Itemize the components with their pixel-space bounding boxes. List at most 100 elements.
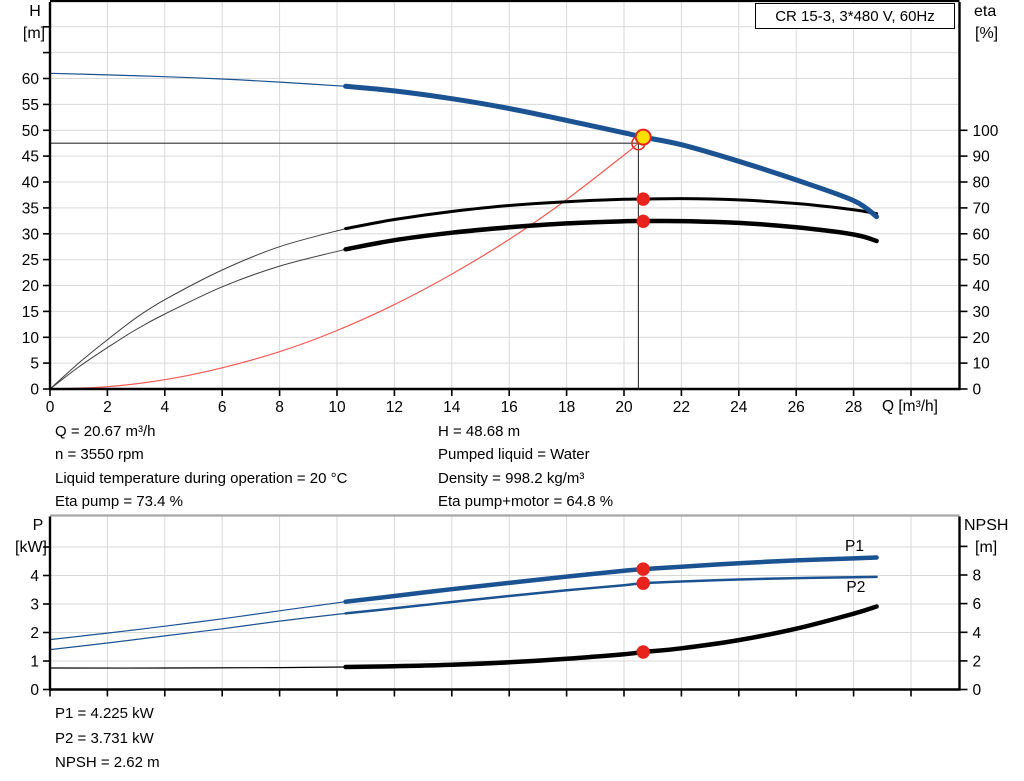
eta-pump-motor-thin-curve [49,248,347,390]
pump-type-text: CR 15-3, 3*480 V, 60Hz [775,7,935,25]
y-right-tick-label: 30 [973,304,991,321]
y-left-tick-label: 30 [22,226,40,243]
p1-thin-curve [49,601,347,641]
pump-type-box: CR 15-3, 3*480 V, 60Hz [755,3,955,29]
info-line-p2: P2 = 3.731 kW [55,729,154,747]
y-right-tick-label: 0 [973,382,982,399]
info-line-npsh: NPSH = 2.62 m [55,754,160,772]
info-line-h: H = 48.68 m [438,423,521,440]
y-left-tick-label: 60 [22,71,40,88]
info-line-eta-pump-motor: Eta pump+motor = 64.8 % [438,493,614,511]
duty-info-left-column: Q = 20.67 m³/h n = 3550 rpm Liquid tempe… [55,420,347,514]
y-left-tick-label: 25 [22,252,39,269]
x-tick-label: 2 [103,399,112,416]
x-tick-label: 14 [443,399,461,416]
x-tick-label: 28 [845,399,862,416]
eta-pump-motor-thick-curve [343,218,879,252]
x-tick-label: 8 [275,399,284,416]
hq-chart-duty-crosshair [50,141,646,389]
p2-thick-curve [344,575,878,615]
y-left-tick-label: 0 [30,682,39,699]
head-curve-thin-curve [49,72,347,87]
info-line-pumped-liquid: Pumped liquid = Water [438,446,590,464]
x-tick-label: 20 [615,399,633,416]
head-curve-thick-curve [343,83,880,220]
power-chart-tick-labels: 0 1 2 3 4 0 2 4 6 8 [30,568,981,700]
info-line-liquid-temp: Liquid temperature during operation = 20… [55,469,348,487]
power-chart-grid [50,516,960,690]
eta-pump-thin-curve [49,228,347,390]
info-line-eta-pump: Eta pump = 73.4 % [55,493,183,511]
y-left-tick-label: 10 [22,330,40,347]
x-tick-label: 18 [558,399,575,416]
x-tick-label: 10 [328,399,346,416]
y-right-tick-label: 0 [973,682,982,699]
info-line-q: Q = 20.67 m³/h [55,423,156,440]
hq-chart-tick-labels: 0 2 4 6 8 10 12 14 16 18 20 22 24 26 28051015202530354… [22,71,999,416]
y-right-tick-label: 8 [973,568,982,585]
y-left-tick-label: 50 [22,123,40,140]
y-left-tick-label: 40 [22,175,40,192]
y-right-tick-label: 6 [973,596,982,613]
system-curve-curve [49,142,639,390]
h-axis-label: H [29,3,41,20]
y-right-tick-label: 4 [973,625,982,642]
y-left-tick-label: 2 [30,625,39,642]
p1-thick-curve [343,555,879,604]
p-axis-unit-label: [kW] [15,539,47,556]
x-tick-label: 0 [46,399,55,416]
curve-label-p1: P1 [845,538,864,555]
info-line-speed: n = 3550 rpm [55,446,144,464]
eta-pump-thick-curve [344,197,879,231]
eta-axis-unit-label: [%] [975,25,999,42]
info-line-p1: P1 = 4.225 kW [55,705,154,722]
curve-label-p2: P2 [846,579,865,596]
npsh-thin-curve [49,666,347,669]
hq-chart-grid [50,2,960,389]
y-left-tick-label: 45 [22,149,39,166]
p2-thin-curve [49,612,347,651]
x-tick-label: 24 [730,399,748,416]
hq-chart-ticks [43,25,968,396]
y-right-tick-label: 50 [973,252,991,269]
hq-chart-axes [48,0,961,391]
power-info-column: P1 = 4.225 kW P2 = 3.731 kW NPSH = 2.62 … [55,702,160,776]
y-right-tick-label: 100 [973,123,999,140]
y-right-tick-label: 20 [973,330,991,347]
p1-duty-dot [636,562,650,576]
npsh-axis-unit-label: [m] [975,539,998,556]
q-axis-label: Q [m³/h] [882,398,938,415]
x-tick-label: 4 [160,399,169,416]
x-tick-label: 6 [218,399,227,416]
y-left-tick-label: 3 [30,597,39,614]
p2-duty-dot [636,576,650,590]
y-right-tick-label: 2 [973,653,982,670]
y-left-tick-label: 4 [30,568,39,585]
x-tick-label: 12 [386,399,403,416]
eta-pump-motor-duty-dot [636,214,650,228]
npsh-duty-dot [636,645,650,659]
x-tick-label: 16 [501,399,518,416]
x-tick-label: 22 [673,399,690,416]
eta-pump-duty-dot [636,192,650,206]
y-left-tick-label: 55 [22,97,39,114]
info-line-density: Density = 998.2 kg/m³ [438,469,585,487]
y-right-tick-label: 80 [973,175,991,192]
y-left-tick-label: 1 [30,654,39,671]
eta-axis-label: eta [974,3,997,20]
x-tick-label: 26 [788,399,805,416]
h-axis-unit-label: [m] [22,25,46,42]
y-left-tick-label: 5 [30,356,39,373]
y-left-tick-label: 35 [22,200,39,217]
y-left-tick-label: 0 [30,382,39,399]
npsh-thick-curve [343,604,879,670]
y-right-tick-label: 60 [973,226,991,243]
duty-info-right-column: H = 48.68 m Pumped liquid = Water Densit… [438,420,613,514]
duty-point[interactable] [634,128,652,146]
npsh-axis-label: NPSH [964,517,1009,534]
y-right-tick-label: 10 [973,356,991,373]
y-left-tick-label: 20 [22,278,40,295]
y-right-tick-label: 90 [973,149,991,166]
